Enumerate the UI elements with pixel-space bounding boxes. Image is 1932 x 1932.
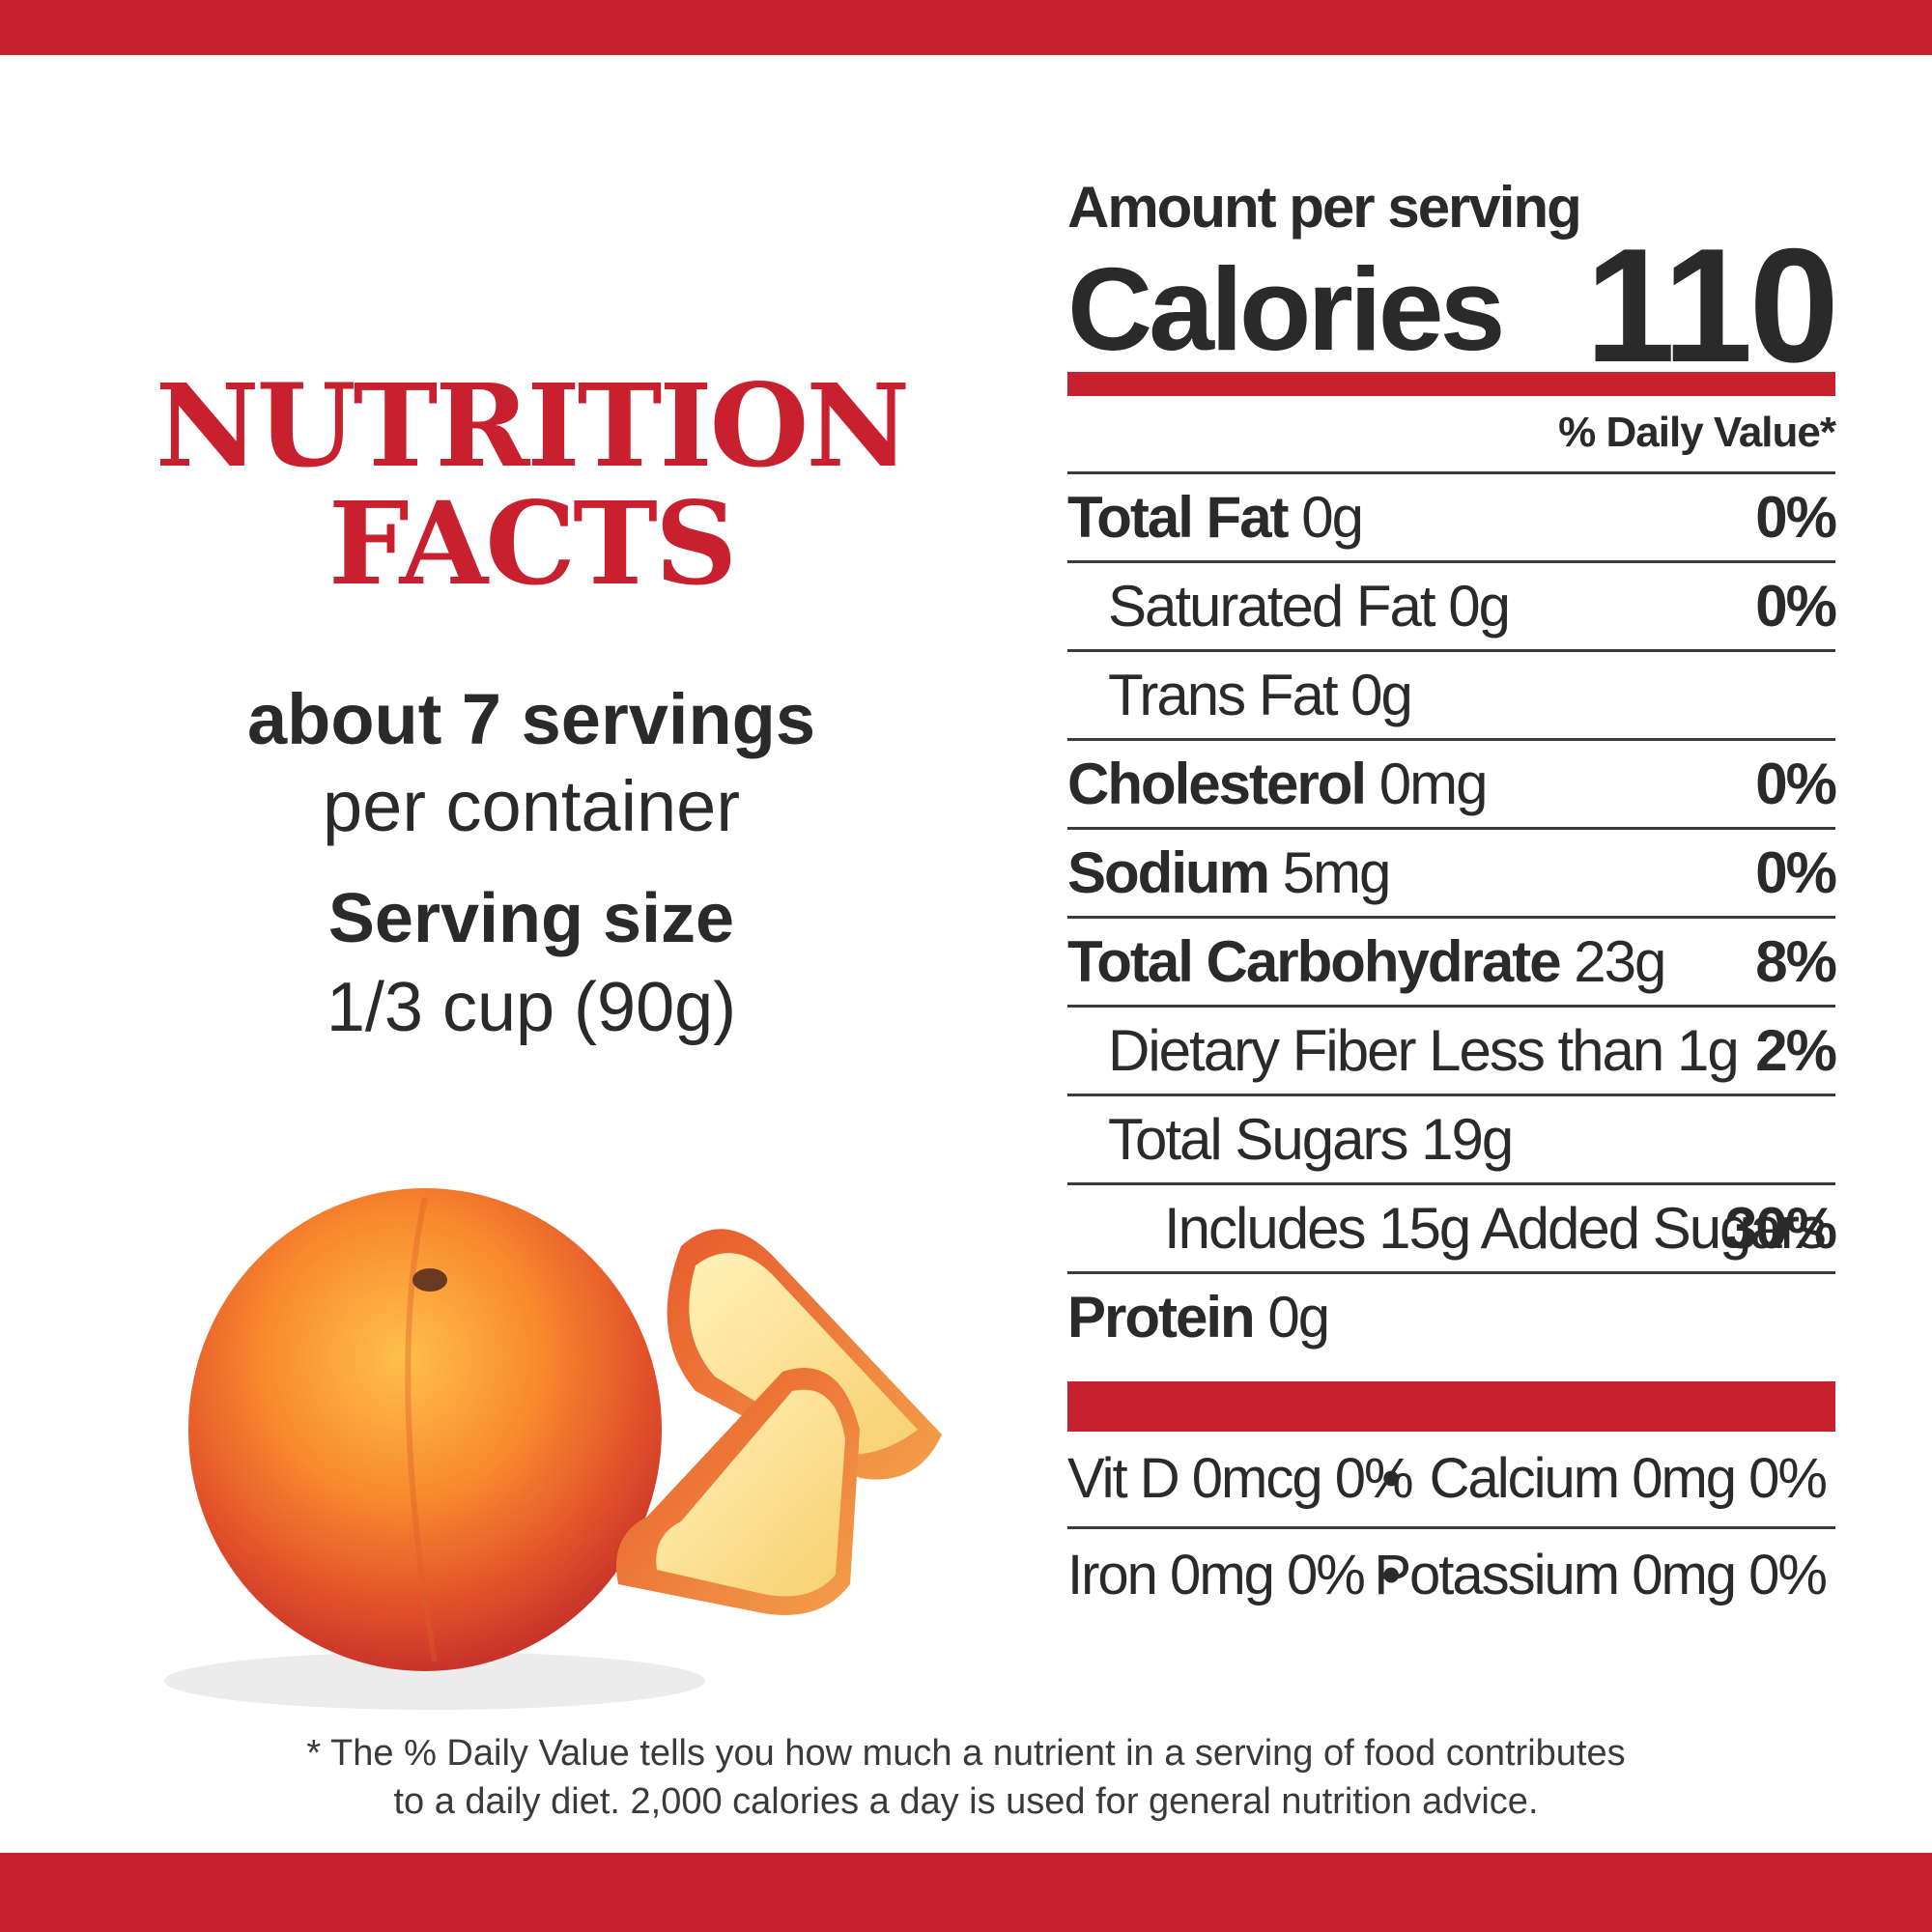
nutrient-amount: 0mg [1365, 752, 1489, 816]
amount-per-serving: Amount per serving [1067, 175, 1582, 240]
daily-value-footnote: * The % Daily Value tells you how much a… [174, 1729, 1758, 1826]
nutrient-name: Includes 15g Added Sugars [1164, 1196, 1827, 1261]
nutrient-amount: 0g [1253, 1285, 1330, 1350]
nutrient-name: Saturated Fat 0g [1108, 574, 1511, 639]
footnote-line-2: to a daily diet. 2,000 calories a day is… [393, 1781, 1539, 1822]
row-total-sugars: Total Sugars 19g [1067, 1094, 1835, 1182]
servings-info: about 7 servings per container [77, 676, 985, 850]
peach-body [188, 1188, 662, 1671]
peach-slice-back-flesh [689, 1253, 918, 1455]
row-dietary-fiber: Dietary Fiber Less than 1g 2% [1067, 1005, 1837, 1094]
calories-value: 110 [1584, 214, 1839, 396]
peach-stem [412, 1268, 447, 1292]
heading-line-2: FACTS [327, 476, 737, 611]
nutrient-pct: 0% [1755, 485, 1837, 550]
bullet-separator: • [1381, 1544, 1401, 1606]
nutrient-name: Dietary Fiber Less than 1g [1108, 1018, 1740, 1083]
peach-slice-front-flesh [656, 1389, 845, 1597]
nutrient-pct: 0% [1755, 840, 1837, 905]
shadow-shape [164, 1652, 705, 1710]
serving-size-info: Serving size 1/3 cup (90g) [77, 874, 985, 1052]
top-brand-bar [0, 0, 1932, 55]
nutrient-pct: 8% [1755, 929, 1837, 994]
row-saturated-fat: Saturated Fat 0g 0% [1067, 560, 1837, 649]
iron-value: Iron 0mg 0% [1067, 1544, 1366, 1606]
calories-label: Calories [1067, 243, 1505, 375]
row-added-sugars: Includes 15g Added Sugars 30% [1067, 1182, 1837, 1271]
nutrition-facts-heading: NUTRITION FACTS [77, 367, 985, 603]
daily-value-header: % Daily Value* [1558, 409, 1836, 456]
row-total-fat: Total Fat 0g 0% [1067, 471, 1837, 560]
nutrient-amount: 23g [1559, 929, 1666, 994]
peach-crease [405, 1197, 438, 1662]
nutrient-pct: 0% [1755, 574, 1837, 639]
protein-divider [1067, 1381, 1835, 1432]
row-sodium: Sodium 5mg 0% [1067, 827, 1837, 916]
bottom-brand-bar [0, 1853, 1932, 1932]
nutrient-amount: 5mg [1268, 840, 1392, 905]
nutrient-name: Trans Fat 0g [1108, 663, 1413, 727]
calories-divider [1067, 372, 1835, 396]
calcium-value: Calcium 0mg 0% [1429, 1447, 1828, 1510]
micronutrient-row-1: Vit D 0mcg 0% • Calcium 0mg 0% [1067, 1435, 1835, 1526]
bullet-separator: • [1381, 1447, 1401, 1510]
servings-per-container: per container [323, 766, 740, 846]
nutrient-pct: 2% [1755, 1018, 1837, 1083]
row-protein: Protein 0g [1067, 1271, 1835, 1360]
footnote-line-1: * The % Daily Value tells you how much a… [306, 1733, 1626, 1774]
potassium-value: Potassium 0mg 0% [1374, 1544, 1828, 1606]
nutrient-pct: 30% [1724, 1196, 1837, 1261]
micronutrient-divider [1067, 1526, 1835, 1529]
serving-size-label: Serving size [327, 880, 735, 957]
nutrient-name: Total Sugars 19g [1108, 1107, 1514, 1172]
nutrient-amount: 0g [1287, 485, 1364, 550]
heading-line-1: NUTRITION [155, 358, 911, 493]
nutrient-name: Total Fat [1067, 485, 1290, 550]
nutrition-panel: Amount per serving Calories 110 % Daily … [1067, 164, 1839, 1613]
nutrient-pct: 0% [1755, 752, 1837, 816]
nutrient-name: Sodium [1067, 840, 1270, 905]
nutrient-rows: Total Fat 0g 0% Saturated Fat 0g 0% Tran… [1067, 471, 1837, 1360]
row-cholesterol: Cholesterol 0mg 0% [1067, 738, 1837, 827]
nutrient-name: Protein [1067, 1285, 1256, 1350]
vitamin-d-value: Vit D 0mcg 0% [1067, 1447, 1414, 1510]
row-trans-fat: Trans Fat 0g [1067, 649, 1835, 738]
serving-size-value: 1/3 cup (90g) [326, 969, 737, 1046]
nutrient-name: Total Carbohydrate [1067, 929, 1562, 994]
micronutrient-row-2: Iron 0mg 0% • Potassium 0mg 0% [1067, 1531, 1835, 1623]
row-total-carbohydrate: Total Carbohydrate 23g 8% [1067, 916, 1837, 1005]
peach-fruit-image [164, 1188, 942, 1710]
servings-count: about 7 servings [246, 679, 816, 759]
nutrient-name: Cholesterol [1067, 752, 1367, 816]
